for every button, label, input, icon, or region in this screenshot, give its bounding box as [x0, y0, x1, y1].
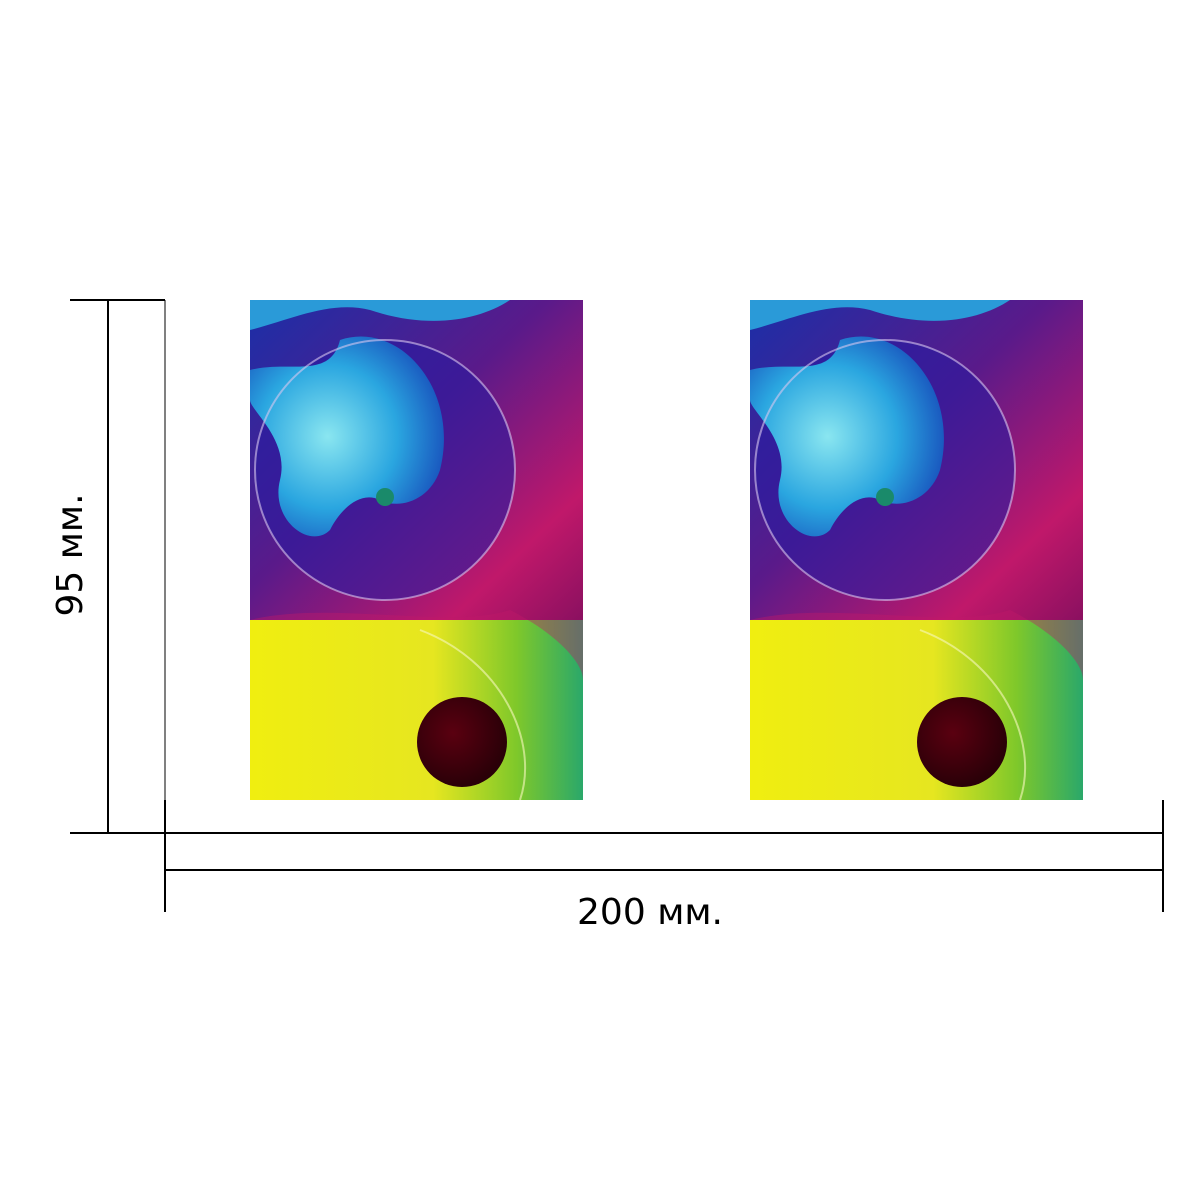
- height-dimension: 95 мм.: [50, 299, 166, 834]
- product-image: [250, 300, 583, 800]
- width-label: 200 мм.: [577, 892, 723, 933]
- height-label: 95 мм.: [50, 493, 91, 616]
- product-image: [750, 300, 1083, 800]
- width-dimension: 200 мм.: [164, 800, 1164, 933]
